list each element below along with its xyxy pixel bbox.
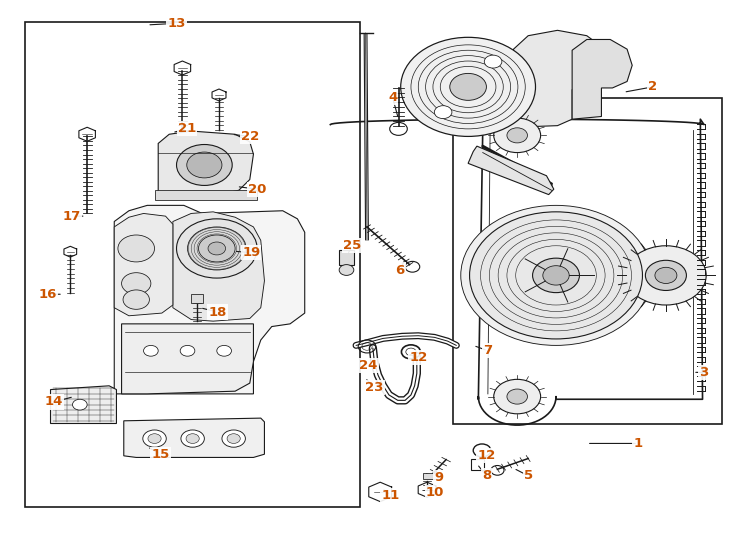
Circle shape bbox=[186, 434, 199, 443]
Text: 13: 13 bbox=[167, 17, 186, 30]
Text: 24: 24 bbox=[359, 360, 378, 373]
Polygon shape bbox=[51, 386, 117, 423]
Text: 15: 15 bbox=[151, 448, 170, 461]
Text: 9: 9 bbox=[435, 471, 443, 484]
Circle shape bbox=[73, 399, 87, 410]
Text: 11: 11 bbox=[382, 489, 399, 502]
Circle shape bbox=[227, 434, 240, 443]
Bar bbox=[155, 190, 257, 200]
Polygon shape bbox=[468, 146, 554, 194]
Circle shape bbox=[494, 379, 541, 414]
Text: 3: 3 bbox=[700, 366, 708, 379]
Circle shape bbox=[186, 152, 222, 178]
Circle shape bbox=[484, 55, 502, 68]
Polygon shape bbox=[514, 30, 607, 127]
Text: 12: 12 bbox=[409, 351, 427, 364]
Circle shape bbox=[461, 205, 651, 346]
Text: 23: 23 bbox=[365, 381, 383, 394]
Circle shape bbox=[143, 430, 167, 447]
Polygon shape bbox=[115, 205, 305, 394]
Circle shape bbox=[533, 258, 579, 293]
Bar bbox=[424, 472, 440, 479]
Bar bbox=[453, 98, 722, 423]
Circle shape bbox=[187, 227, 246, 270]
Text: 1: 1 bbox=[633, 437, 643, 450]
Text: 25: 25 bbox=[344, 239, 361, 252]
Bar bbox=[191, 294, 203, 303]
Circle shape bbox=[123, 290, 150, 309]
Circle shape bbox=[435, 106, 452, 119]
Text: 5: 5 bbox=[523, 469, 533, 482]
Circle shape bbox=[181, 430, 204, 447]
Text: 10: 10 bbox=[426, 486, 444, 499]
Circle shape bbox=[180, 346, 195, 356]
Bar bbox=[25, 22, 360, 507]
Circle shape bbox=[176, 219, 257, 278]
Text: 21: 21 bbox=[178, 123, 196, 136]
Polygon shape bbox=[124, 418, 264, 457]
Circle shape bbox=[507, 389, 528, 404]
Circle shape bbox=[339, 265, 354, 275]
Circle shape bbox=[198, 235, 235, 262]
Polygon shape bbox=[122, 324, 253, 394]
Polygon shape bbox=[159, 131, 253, 197]
Circle shape bbox=[118, 235, 155, 262]
Circle shape bbox=[470, 212, 642, 339]
Bar bbox=[471, 458, 484, 470]
Circle shape bbox=[144, 346, 159, 356]
Circle shape bbox=[494, 118, 541, 153]
Text: 2: 2 bbox=[648, 80, 657, 93]
Polygon shape bbox=[115, 213, 173, 316]
Polygon shape bbox=[572, 39, 632, 119]
Circle shape bbox=[645, 260, 686, 291]
Circle shape bbox=[176, 145, 232, 185]
Text: 16: 16 bbox=[38, 288, 57, 301]
Text: 8: 8 bbox=[482, 469, 491, 482]
Circle shape bbox=[507, 128, 528, 143]
Circle shape bbox=[543, 266, 569, 285]
Text: 4: 4 bbox=[388, 91, 397, 104]
Circle shape bbox=[122, 273, 151, 294]
Text: 7: 7 bbox=[483, 345, 493, 357]
Text: 14: 14 bbox=[45, 395, 63, 408]
Circle shape bbox=[148, 434, 161, 443]
Circle shape bbox=[208, 242, 225, 255]
Circle shape bbox=[655, 267, 677, 284]
Text: 22: 22 bbox=[241, 130, 259, 143]
Bar bbox=[339, 249, 354, 265]
Text: 12: 12 bbox=[477, 449, 495, 462]
Circle shape bbox=[401, 37, 536, 137]
Text: 19: 19 bbox=[242, 246, 261, 259]
Circle shape bbox=[217, 346, 231, 356]
Text: 18: 18 bbox=[208, 306, 227, 319]
Circle shape bbox=[450, 73, 487, 100]
Circle shape bbox=[625, 246, 706, 305]
Circle shape bbox=[222, 430, 245, 447]
Text: 6: 6 bbox=[396, 264, 404, 276]
Text: 20: 20 bbox=[248, 183, 266, 195]
Text: 17: 17 bbox=[62, 210, 81, 222]
Polygon shape bbox=[173, 212, 264, 321]
